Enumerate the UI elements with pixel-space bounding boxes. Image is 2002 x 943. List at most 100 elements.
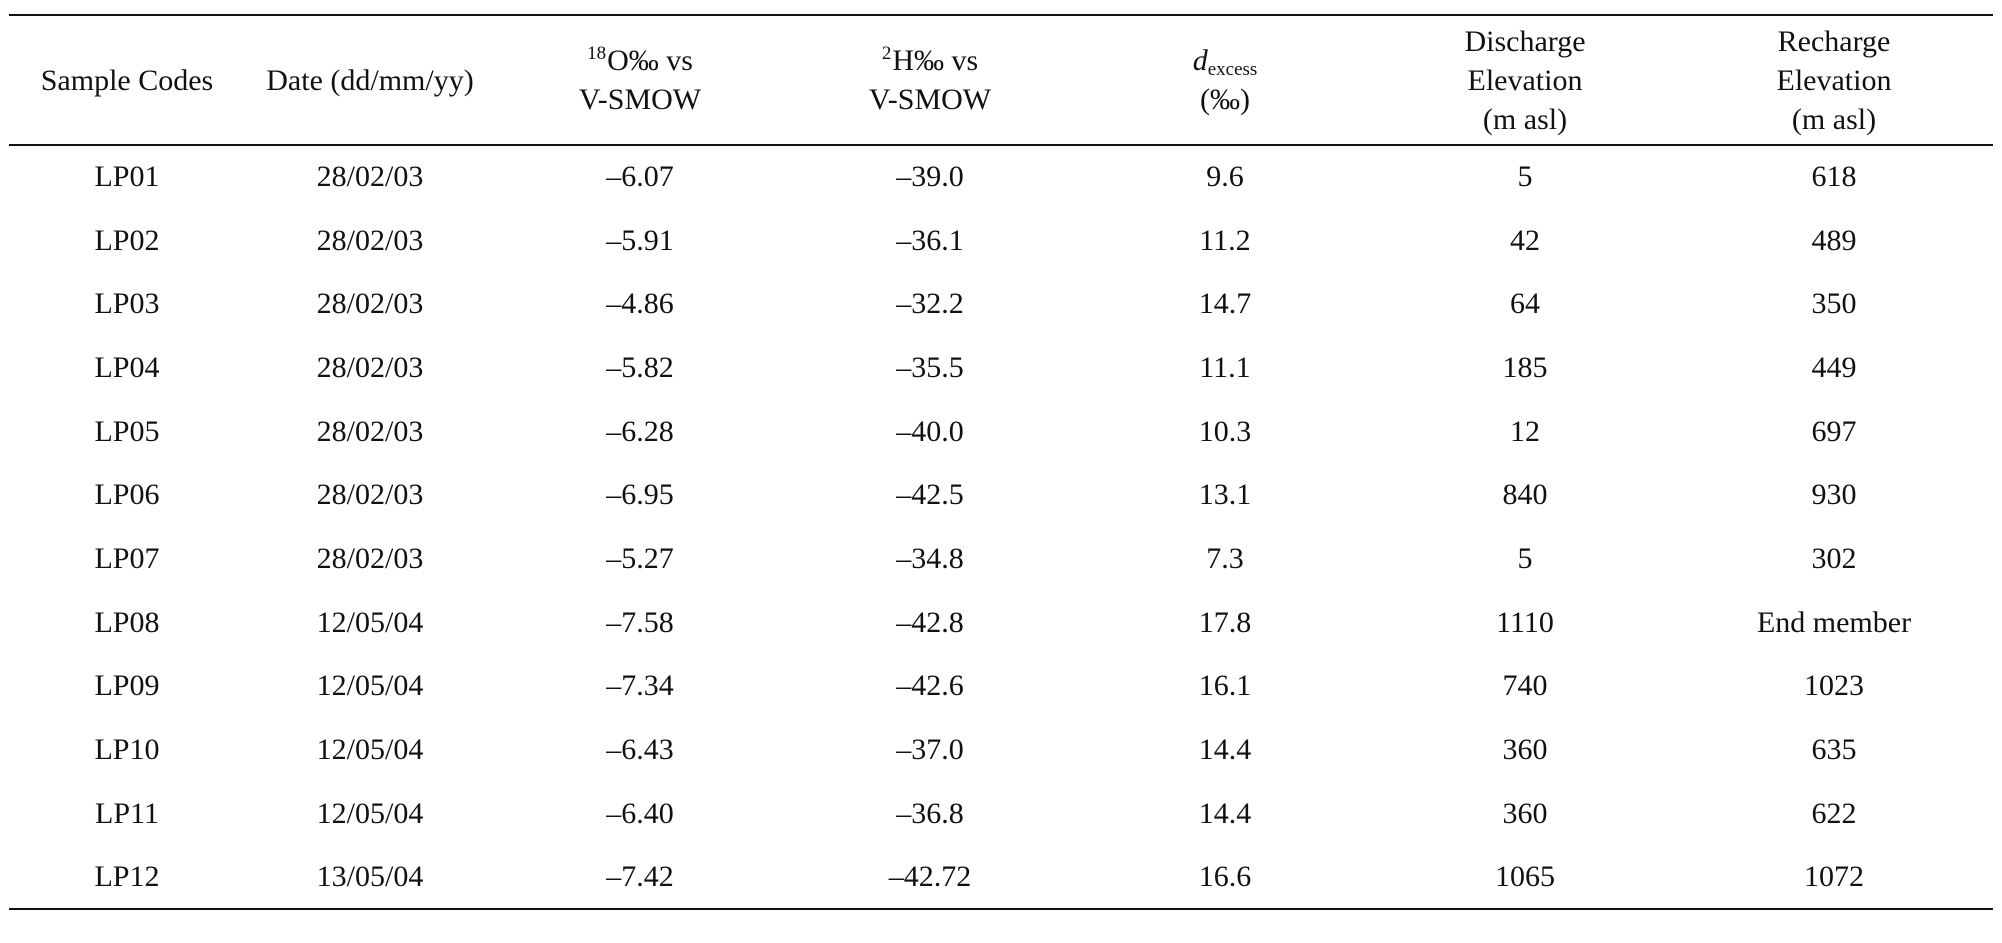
cell-discharge-elevation: 1065 [1375,845,1675,911]
cell-date: 28/02/03 [316,478,424,512]
header-discharge-elevation: Discharge Elevation (m asl) [1375,14,1675,146]
cell-recharge-elevation: 1072 [1675,845,1993,911]
header-discharge-line2: Elevation [1467,63,1583,97]
cell-d-excess: 16.6 [1075,845,1375,911]
cell-discharge-elevation: 42 [1510,223,1540,257]
cell-recharge-elevation: 449 [1811,350,1857,384]
header-d-excess-subscript: excess [1207,59,1258,80]
cell-date: 28/02/03 [316,160,424,194]
cell-date: 28/02/03 [316,541,424,575]
cell-oxygen-18: –5.82 [606,350,674,384]
cell-deuterium: –32.2 [896,287,964,321]
cell-discharge-elevation: 5 [1517,160,1533,194]
table-row: LP02 28/02/03 –5.91 –36.1 11.2 42 489 [9,209,1993,273]
cell-discharge-elevation: 5 [1517,541,1533,575]
cell-deuterium: –39.0 [896,160,964,194]
cell-d-excess: 7.3 [1206,541,1244,575]
cell-sample-code: LP01 [94,160,160,194]
table-row: LP12 13/05/04 –7.42 –42.72 16.6 1065 107… [9,845,1993,911]
header-recharge-line1: Recharge [1777,24,1891,58]
cell-d-excess: 10.3 [1198,414,1252,448]
header-deuterium-superscript: 2 [881,43,892,64]
cell-deuterium: –36.8 [896,796,964,830]
cell-date: 28/02/03 [316,350,424,384]
header-d-excess: dexcess (‰) [1075,14,1375,146]
cell-discharge-elevation: 840 [1502,478,1548,512]
header-recharge-line3: (m asl) [1791,102,1877,136]
table-row: LP04 28/02/03 –5.82 –35.5 11.1 185 449 [9,336,1993,400]
cell-oxygen-18: –6.43 [606,733,674,767]
cell-oxygen-18: –4.86 [606,287,674,321]
header-oxygen-18-line1: 18O‰ vs [495,41,785,80]
table-body: LP01 28/02/03 –6.07 –39.0 9.6 5 618 LP02… [9,145,1993,911]
cell-d-excess: 16.1 [1198,669,1252,703]
header-deuterium-line2: V-SMOW [868,83,992,116]
header-d-excess-symbol: d [1192,44,1208,77]
cell-sample-code: LP08 [94,605,160,639]
cell-d-excess: 11.1 [1199,350,1251,384]
table-row: LP09 12/05/04 –7.34 –42.6 16.1 740 1023 [9,655,1993,719]
cell-sample-code: LP10 [94,733,160,767]
header-deuterium-line1: 2H‰ vs [785,41,1075,80]
table-row: LP11 12/05/04 –6.40 –36.8 14.4 360 622 [9,782,1993,846]
table-row: LP05 28/02/03 –6.28 –40.0 10.3 12 697 [9,400,1993,464]
cell-deuterium: –36.1 [896,223,964,257]
cell-recharge-elevation: 1023 [1804,669,1864,703]
header-discharge-line1: Discharge [1464,24,1586,58]
cell-recharge-elevation: 489 [1811,223,1857,257]
cell-oxygen-18: –6.95 [606,478,674,512]
header-d-excess-line1: dexcess [1075,41,1375,80]
table-row: LP07 28/02/03 –5.27 –34.8 7.3 5 302 [9,527,1993,591]
cell-recharge-elevation: 635 [1811,733,1857,767]
header-oxygen-18: 18O‰ vs V-SMOW [495,14,785,146]
cell-sample-code: LP04 [94,350,160,384]
cell-recharge-elevation: 622 [1811,796,1857,830]
cell-recharge-elevation: 930 [1811,478,1857,512]
cell-d-excess: 9.6 [1206,160,1244,194]
header-recharge-elevation: Recharge Elevation (m asl) [1675,14,1993,146]
header-oxygen-18-line2: V-SMOW [578,83,702,116]
header-oxygen-18-superscript: 18 [587,43,607,64]
table-header: Sample Codes Date (dd/mm/yy) 18O‰ vs V-S… [9,14,1993,146]
table-row: LP06 28/02/03 –6.95 –42.5 13.1 840 930 [9,463,1993,527]
table-row: LP10 12/05/04 –6.43 –37.0 14.4 360 635 [9,718,1993,782]
cell-oxygen-18: –6.07 [606,160,674,194]
cell-deuterium: –42.5 [896,478,964,512]
cell-oxygen-18: –6.28 [606,414,674,448]
cell-deuterium: –37.0 [896,733,964,767]
cell-date: 28/02/03 [316,223,424,257]
cell-recharge-elevation: 618 [1811,160,1857,194]
cell-sample-code: LP06 [94,478,160,512]
cell-sample-code: LP07 [94,541,160,575]
cell-recharge-elevation: 697 [1811,414,1857,448]
cell-date: 12/05/04 [316,669,424,703]
cell-date: 12/05/04 [316,605,424,639]
cell-d-excess: 11.2 [1199,223,1251,257]
header-deuterium-main: H‰ vs [892,44,979,77]
header-sample-codes: Sample Codes [9,14,245,146]
isotope-data-table: Sample Codes Date (dd/mm/yy) 18O‰ vs V-S… [9,14,1993,911]
cell-d-excess: 13.1 [1198,478,1252,512]
cell-oxygen-18: –5.91 [606,223,674,257]
cell-sample-code: LP11 [95,796,159,830]
cell-date: 12/05/04 [316,796,424,830]
cell-discharge-elevation: 12 [1510,414,1540,448]
cell-date: 28/02/03 [316,287,424,321]
cell-date: 12/05/04 [316,733,424,767]
header-recharge-line2: Elevation [1776,63,1892,97]
header-deuterium: 2H‰ vs V-SMOW [785,14,1075,146]
cell-deuterium: –34.8 [896,541,964,575]
cell-oxygen-18: –5.27 [606,541,674,575]
header-row: Sample Codes Date (dd/mm/yy) 18O‰ vs V-S… [9,14,1993,146]
cell-d-excess: 14.4 [1198,796,1252,830]
cell-d-excess: 14.4 [1198,733,1252,767]
table-row: LP08 12/05/04 –7.58 –42.8 17.8 1110 End … [9,591,1993,655]
cell-deuterium: –35.5 [896,350,964,384]
cell-oxygen-18: –7.58 [606,605,674,639]
cell-discharge-elevation: 64 [1510,287,1540,321]
cell-oxygen-18: –7.42 [495,845,785,911]
cell-sample-code: LP02 [94,223,160,257]
cell-sample-code: LP03 [94,287,160,321]
cell-deuterium: –42.8 [896,605,964,639]
cell-deuterium: –42.6 [896,669,964,703]
